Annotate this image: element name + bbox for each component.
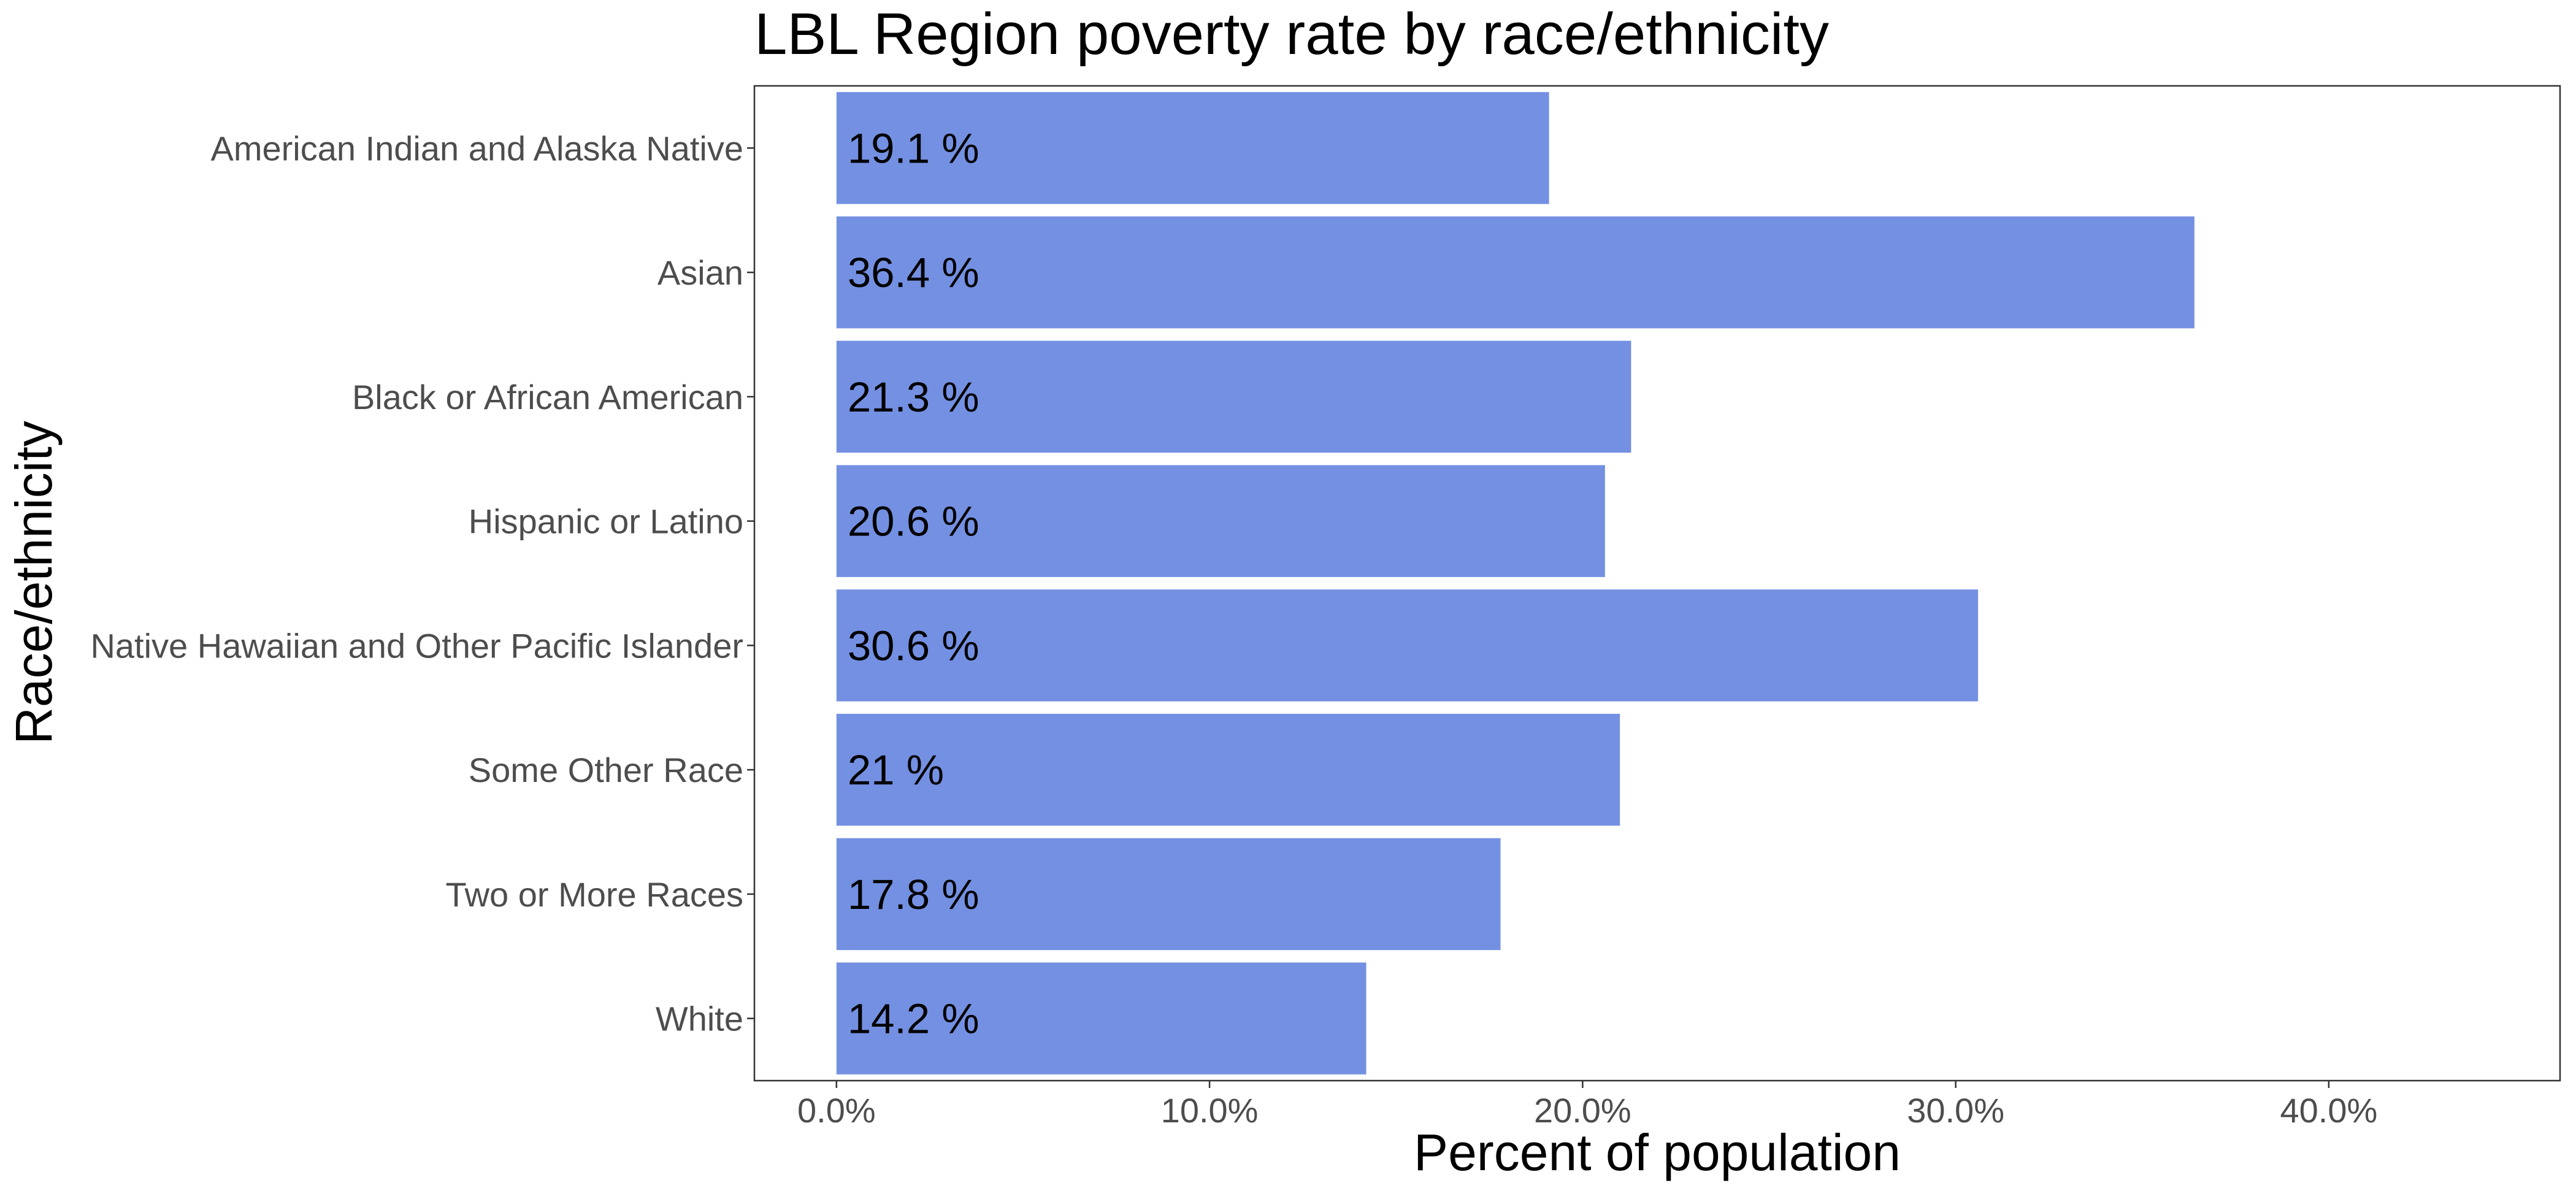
bar (836, 92, 1549, 204)
category-label: Native Hawaiian and Other Pacific Island… (90, 626, 743, 665)
data-label: 19.1 % (848, 124, 979, 172)
data-label: 36.4 % (848, 249, 979, 296)
data-label: 30.6 % (848, 622, 979, 669)
data-label: 21.3 % (848, 373, 979, 421)
chart-title: LBL Region poverty rate by race/ethnicit… (754, 1, 1829, 67)
bar (836, 713, 1620, 826)
data-label: 21 % (848, 746, 944, 794)
y-axis-title: Race/ethnicity (5, 421, 63, 745)
bar (836, 838, 1501, 951)
bar (836, 589, 1979, 702)
x-tick-label: 40.0% (2280, 1091, 2377, 1130)
panel-border (753, 85, 2561, 1082)
bar (836, 340, 1631, 453)
category-label: White (656, 1000, 743, 1038)
x-tick-label: 10.0% (1161, 1091, 1259, 1130)
bar (836, 216, 2195, 329)
x-axis: 0.0% 10.0% 20.0% 30.0% 40.0% (797, 1081, 2377, 1130)
category-label: Hispanic or Latino (469, 502, 743, 541)
category-label: Black or African American (352, 378, 743, 416)
x-tick-label: 30.0% (1907, 1091, 2004, 1130)
data-label: 20.6 % (848, 498, 979, 545)
x-tick-label: 20.0% (1534, 1091, 1631, 1130)
x-tick-label: 0.0% (797, 1091, 876, 1130)
category-label: American Indian and Alaska Native (211, 129, 744, 167)
data-label: 14.2 % (848, 995, 979, 1043)
data-label: 17.8 % (848, 871, 979, 918)
category-label: Two or More Races (446, 875, 744, 914)
x-axis-title: Percent of population (1414, 1124, 1901, 1181)
bar (836, 465, 1605, 577)
category-label: Some Other Race (469, 751, 743, 789)
category-label: Asian (657, 253, 743, 292)
y-axis: American Indian and Alaska Native Asian Bl… (90, 129, 754, 1038)
bar (836, 962, 1367, 1075)
bars-layer: 19.1 % 36.4 % 21.3 % 20.6 % 30.6 % 21 % 17.8 %… (836, 92, 2195, 1075)
